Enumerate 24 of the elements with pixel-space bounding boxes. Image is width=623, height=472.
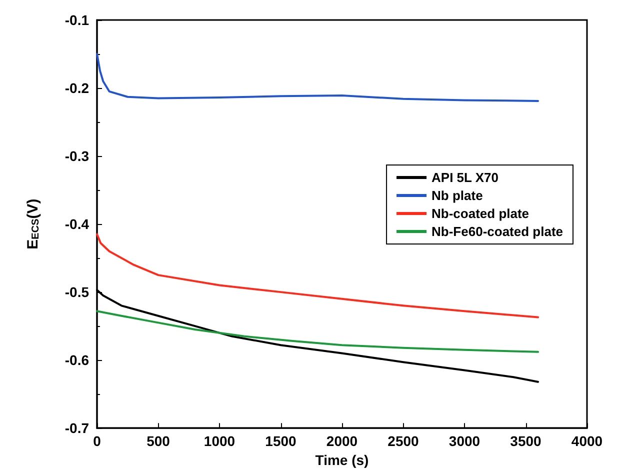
x-tick-label: 3000 <box>448 433 480 450</box>
x-tick-label: 2000 <box>326 433 358 450</box>
x-tick-label: 0 <box>93 433 102 450</box>
y-axis-title: EECS(V) <box>24 198 42 250</box>
x-tick-label: 1500 <box>265 433 297 450</box>
y-tick-label: -0.5 <box>64 284 90 300</box>
x-tick-label: 500 <box>146 433 170 450</box>
y-tick-label: -0.4 <box>64 216 90 232</box>
y-tick-label: -0.2 <box>64 80 90 96</box>
x-tick-label: 1000 <box>204 433 236 450</box>
y-tick-label: -0.3 <box>64 148 90 164</box>
x-tick-label: 2500 <box>388 433 420 450</box>
line-series <box>96 53 539 102</box>
x-axis-title: Time (s) <box>315 452 369 468</box>
legend-label: Nb-coated plate <box>432 206 530 221</box>
x-tick-label: 3500 <box>510 433 542 450</box>
x-tick-label: 4000 <box>571 433 603 450</box>
legend-label: Nb-Fe60-coated plate <box>432 224 564 239</box>
y-tick-label: -0.6 <box>64 352 90 368</box>
legend-label: API 5L X70 <box>432 170 498 185</box>
y-tick-label: -0.1 <box>64 12 90 28</box>
legend-label: Nb plate <box>432 188 483 203</box>
line-series <box>96 310 539 353</box>
y-tick-label: -0.7 <box>64 420 90 436</box>
